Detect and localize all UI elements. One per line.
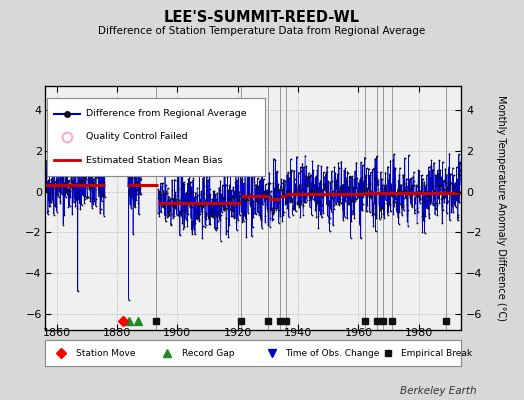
Text: Difference of Station Temperature Data from Regional Average: Difference of Station Temperature Data f…	[99, 26, 425, 36]
Text: 1880: 1880	[103, 328, 131, 338]
Text: 1860: 1860	[42, 328, 71, 338]
Text: 1960: 1960	[344, 328, 373, 338]
Text: Record Gap: Record Gap	[182, 348, 235, 358]
Text: 1900: 1900	[163, 328, 191, 338]
Text: LEE'S-SUMMIT-REED-WL: LEE'S-SUMMIT-REED-WL	[164, 10, 360, 25]
Text: Difference from Regional Average: Difference from Regional Average	[86, 109, 247, 118]
Text: Station Move: Station Move	[76, 348, 135, 358]
Text: Estimated Station Mean Bias: Estimated Station Mean Bias	[86, 156, 223, 165]
Text: Empirical Break: Empirical Break	[401, 348, 472, 358]
Text: Quality Control Failed: Quality Control Failed	[86, 132, 188, 142]
Text: 1920: 1920	[224, 328, 252, 338]
Text: 1940: 1940	[284, 328, 312, 338]
Text: Time of Obs. Change: Time of Obs. Change	[286, 348, 380, 358]
Text: 1980: 1980	[405, 328, 433, 338]
Y-axis label: Monthly Temperature Anomaly Difference (°C): Monthly Temperature Anomaly Difference (…	[496, 95, 506, 321]
Text: Berkeley Earth: Berkeley Earth	[400, 386, 477, 396]
